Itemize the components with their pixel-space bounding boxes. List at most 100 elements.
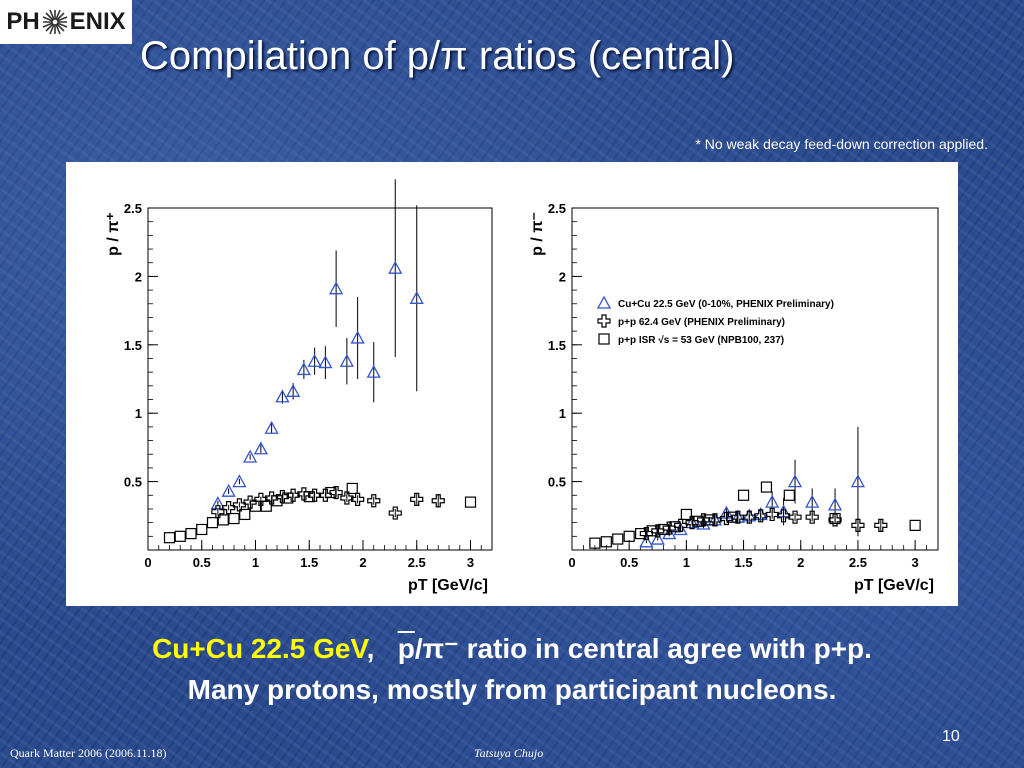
data-point-square-2 <box>680 508 692 521</box>
x-tick-label-2: 3 <box>912 555 919 570</box>
y-tick-label-1: 1.5 <box>124 338 142 353</box>
caption-highlight: Cu+Cu 22.5 GeV <box>152 633 367 664</box>
y-tick-label-1: 1 <box>135 406 142 421</box>
y-axis-label-2: p / π⁻ <box>529 212 546 256</box>
data-point-cross-2 <box>696 513 711 527</box>
data-point-cross-2 <box>742 510 756 524</box>
data-point-square-2 <box>623 530 635 542</box>
x-tick-label-2: 0.5 <box>620 555 638 570</box>
data-point-cross-1 <box>410 492 424 506</box>
data-point-square-2 <box>589 537 601 549</box>
caption-ratio-denominator: /π⁻ <box>414 633 459 664</box>
data-point-square-2 <box>909 519 921 531</box>
data-point-square-2 <box>669 521 681 533</box>
data-point-square-1 <box>271 495 283 507</box>
data-point-triangle-2 <box>662 526 677 540</box>
data-point-square-1 <box>282 492 294 504</box>
x-tick-label-2: 0 <box>568 555 575 570</box>
data-point-triangle-1 <box>307 353 322 367</box>
x-tick-label-1: 1 <box>252 555 259 570</box>
data-point-square-2 <box>612 533 624 545</box>
data-point-triangle-2 <box>639 534 654 548</box>
data-point-square-2 <box>657 523 670 536</box>
data-point-square-1 <box>346 482 358 495</box>
legend-marker-square <box>598 333 610 345</box>
phoenix-bird-icon <box>42 9 67 35</box>
x-axis-label-2: pT [GeV/c] <box>854 577 934 594</box>
data-point-cross-1 <box>367 494 381 508</box>
data-point-square-1 <box>260 500 272 512</box>
data-point-cross-1 <box>211 505 225 519</box>
data-point-triangle-1 <box>329 281 344 295</box>
data-point-triangle-1 <box>243 449 258 463</box>
caption-line-2: Many protons, mostly from participant nu… <box>187 674 837 705</box>
x-tick-label-1: 0 <box>144 555 151 570</box>
y-tick-label-1: 2.5 <box>124 201 142 216</box>
data-point-cross-2 <box>828 513 842 527</box>
data-point-triangle-1 <box>264 420 279 434</box>
legend-label-3: p+p ISR √s = 53 GeV (NPB100, 237) <box>618 335 784 346</box>
data-point-cross-2 <box>708 513 722 527</box>
data-point-square-2 <box>829 512 841 525</box>
data-point-triangle-1 <box>388 260 403 274</box>
x-tick-label-1: 1.5 <box>300 555 318 570</box>
data-point-square-2 <box>692 515 704 527</box>
data-point-cross-2 <box>788 510 802 524</box>
footer-conference: Quark Matter 2006 (2006.11.18) <box>10 746 167 760</box>
feed-down-note: * No weak decay feed-down correction app… <box>695 136 988 152</box>
data-point-triangle-2 <box>696 516 711 530</box>
page-number: 10 <box>942 728 960 745</box>
data-point-square-1 <box>464 496 477 508</box>
data-point-square-2 <box>703 514 715 526</box>
data-point-square-1 <box>185 527 197 540</box>
caption-ratio-numerator: p <box>397 633 415 664</box>
data-point-square-1 <box>217 514 229 526</box>
data-point-cross-2 <box>674 518 688 532</box>
data-point-square-1 <box>325 486 337 499</box>
y-tick-label-1: 0.5 <box>124 475 142 490</box>
footer-author: Tatsuya Chujo <box>474 746 544 760</box>
data-point-triangle-1 <box>409 290 424 304</box>
data-point-cross-1 <box>388 506 402 520</box>
data-point-cross-1 <box>318 488 332 502</box>
data-point-cross-2 <box>685 516 699 530</box>
data-point-cross-2 <box>639 526 653 541</box>
legend-label-2: p+p 62.4 GeV (PHENIX Preliminary) <box>618 317 785 328</box>
data-point-triangle-2 <box>765 494 780 508</box>
data-point-triangle-1 <box>296 362 311 376</box>
legend-marker-cross <box>597 314 611 328</box>
data-point-triangle-2 <box>787 474 803 488</box>
data-point-triangle-1 <box>350 330 365 344</box>
data-point-triangle-2 <box>707 512 723 526</box>
data-point-triangle-1 <box>366 364 381 378</box>
y-tick-label-2: 2 <box>559 269 566 284</box>
y-tick-label-1: 2 <box>135 269 142 284</box>
caption-rest: ratio in central agree with p+p. <box>458 633 872 664</box>
data-point-cross-2 <box>731 510 745 524</box>
data-point-triangle-2 <box>827 497 843 511</box>
data-point-square-1 <box>303 491 315 503</box>
x-tick-label-2: 1.5 <box>735 555 753 570</box>
plot-frame-2 <box>571 207 939 551</box>
data-point-square-1 <box>228 512 240 525</box>
charts-svg: 0 0.5 1 1.5 2 2.5 3 0.5 1 1.5 2 2.5 pT [GeV/c] p / π⁺… <box>105 179 939 594</box>
data-point-triangle-2 <box>673 522 688 536</box>
x-axis-label-1: pT [GeV/c] <box>408 577 488 594</box>
data-point-triangle-1 <box>221 483 236 497</box>
data-point-square-1 <box>174 530 186 542</box>
x-tick-label-2: 2 <box>797 555 804 570</box>
data-point-triangle-1 <box>253 441 268 455</box>
data-point-cross-1 <box>254 492 268 506</box>
data-point-cross-1 <box>329 485 343 500</box>
data-point-triangle-2 <box>850 474 866 488</box>
data-point-cross-2 <box>651 524 665 538</box>
data-point-cross-2 <box>662 521 676 535</box>
data-point-cross-1 <box>431 494 445 508</box>
caption-line-1: Cu+Cu 22.5 GeV, p/π⁻ ratio in central ag… <box>0 632 1024 665</box>
chart-panel: 0 0.5 1 1.5 2 2.5 3 0.5 1 1.5 2 2.5 pT [GeV/c] p / π⁺… <box>66 162 958 606</box>
phenix-logo: PH ENIX <box>0 0 132 44</box>
caption-separator: , <box>366 633 375 664</box>
y-tick-label-2: 0.5 <box>548 475 566 490</box>
logo-text-left: PH <box>6 8 40 35</box>
x-tick-label-1: 2.5 <box>408 555 426 570</box>
